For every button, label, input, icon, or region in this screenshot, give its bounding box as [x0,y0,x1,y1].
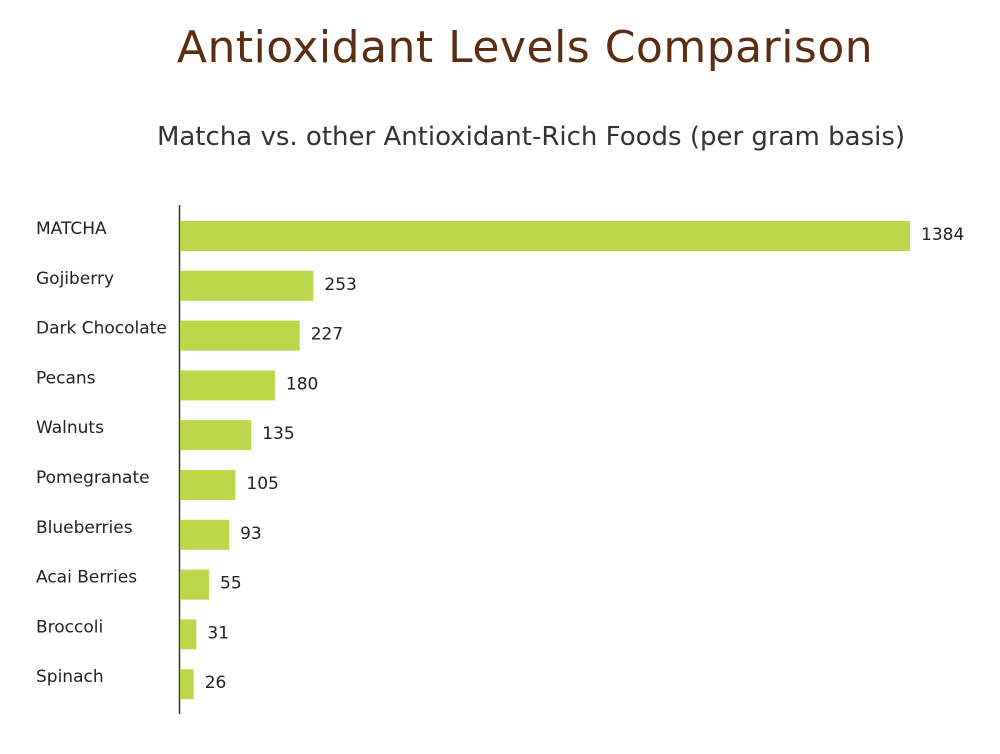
category-label-blueberries: Blueberries [36,518,133,538]
value-labels-group: 1384 253 227 180 135 105 93 55 31 26 [205,225,965,693]
bar-dark-chocolate [180,320,300,351]
category-label-matcha: MATCHA [36,219,107,239]
bars-group [180,221,910,700]
value-label-blueberries: 93 [240,524,262,544]
category-label-gojiberry: Gojiberry [36,269,114,289]
bar-spinach [180,669,194,700]
chart-title: Antioxidant Levels Comparison [176,22,874,73]
category-label-walnuts: Walnuts [36,418,104,438]
category-label-pecans: Pecans [36,368,96,388]
bar-matcha [180,221,910,251]
category-label-spinach: Spinach [36,667,104,687]
value-label-walnuts: 135 [262,424,294,444]
bar-broccoli [180,619,197,650]
category-label-broccoli: Broccoli [36,617,103,637]
bar-pomegranate [180,470,236,500]
category-label-pomegranate: Pomegranate [36,468,150,488]
bar-walnuts [180,420,252,451]
category-label-acai-berries: Acai Berries [36,568,137,588]
value-label-pecans: 180 [286,374,318,394]
bar-pecans [180,370,275,401]
category-label-dark-chocolate: Dark Chocolate [36,319,167,339]
value-label-acai-berries: 55 [220,574,242,594]
bar-blueberries [180,519,230,550]
value-label-matcha: 1384 [921,225,964,245]
value-label-broccoli: 31 [207,623,229,643]
chart-subtitle: Matcha vs. other Antioxidant-Rich Foods … [156,122,906,152]
value-label-dark-chocolate: 227 [311,325,343,345]
value-label-gojiberry: 253 [324,275,356,295]
value-label-spinach: 26 [205,673,227,693]
bar-acai-berries [180,569,209,600]
bar-gojiberry [180,270,314,301]
value-label-pomegranate: 105 [246,474,278,494]
category-labels-group: MATCHA Gojiberry Dark Chocolate Pecans Walnu… [36,219,167,687]
